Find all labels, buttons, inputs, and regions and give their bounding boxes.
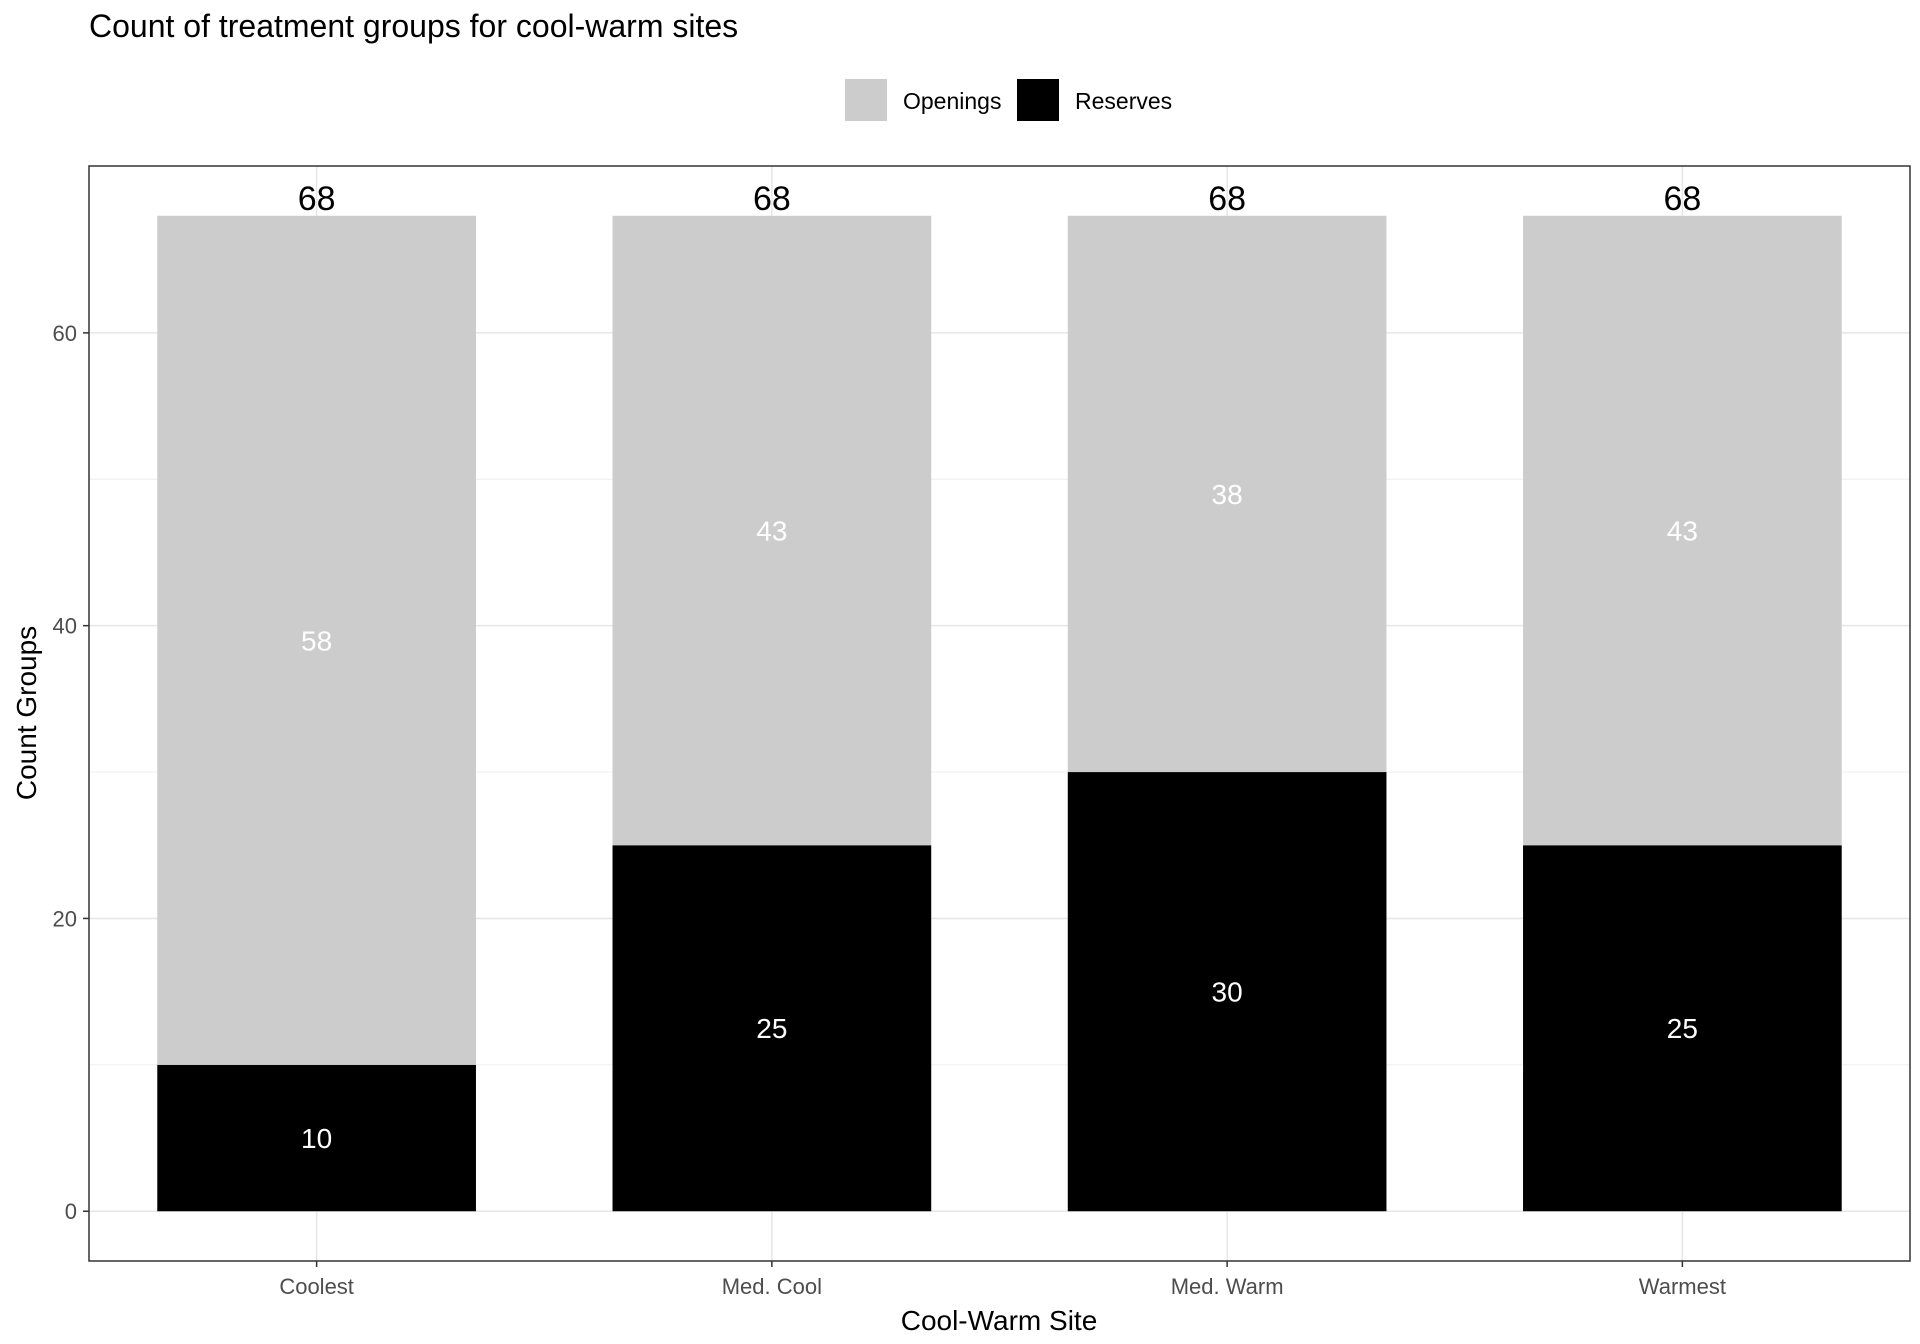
- bar-openings: [1523, 215, 1842, 846]
- bars: [157, 215, 1842, 1212]
- data-label-openings: 43: [1667, 516, 1698, 547]
- x-tick-label: Coolest: [279, 1274, 354, 1299]
- axes: 0 20 40 60 Coolest Med. Cool Med. Warm Warmest: [53, 321, 1726, 1299]
- bar-openings: [612, 215, 932, 846]
- legend-key-reserves: [1017, 79, 1059, 121]
- bar-reserves: [157, 1064, 476, 1212]
- bar-reserves: [1523, 845, 1842, 1212]
- bar-openings: [157, 215, 476, 1065]
- total-label: 68: [753, 180, 791, 218]
- data-label-reserves: 30: [1212, 977, 1243, 1008]
- chart-title: Count of treatment groups for cool-warm …: [89, 8, 739, 44]
- total-label: 68: [1208, 180, 1246, 218]
- y-axis-title: Count Groups: [11, 626, 42, 800]
- legend-key-openings: [845, 79, 887, 121]
- y-tick-label: 40: [53, 614, 77, 639]
- bar-reserves: [1067, 772, 1387, 1212]
- data-label-reserves: 25: [756, 1013, 787, 1044]
- total-label: 68: [1663, 180, 1701, 218]
- x-tick-label: Med. Cool: [722, 1274, 822, 1299]
- y-tick-label: 20: [53, 906, 77, 931]
- x-axis-title: Cool-Warm Site: [901, 1305, 1098, 1336]
- bar-reserves: [612, 845, 932, 1212]
- x-tick-label: Med. Warm: [1171, 1274, 1284, 1299]
- data-label-reserves: 25: [1667, 1013, 1698, 1044]
- bar-labels: 10 58 68 25 43 68 30 38 68 25 43 68: [298, 180, 1702, 1154]
- data-label-openings: 38: [1212, 479, 1243, 510]
- legend-label-openings: Openings: [903, 88, 1001, 114]
- plot-border: [88, 165, 1911, 1262]
- x-tick-label: Warmest: [1639, 1274, 1726, 1299]
- data-label-openings: 58: [301, 625, 332, 656]
- data-label-openings: 43: [756, 516, 787, 547]
- bar-openings: [1067, 215, 1387, 773]
- data-label-reserves: 10: [301, 1123, 332, 1154]
- y-tick-label: 0: [65, 1199, 77, 1224]
- legend-label-reserves: Reserves: [1075, 88, 1172, 114]
- total-label: 68: [298, 180, 336, 218]
- legend: Openings Reserves: [845, 79, 1172, 121]
- y-tick-label: 60: [53, 321, 77, 346]
